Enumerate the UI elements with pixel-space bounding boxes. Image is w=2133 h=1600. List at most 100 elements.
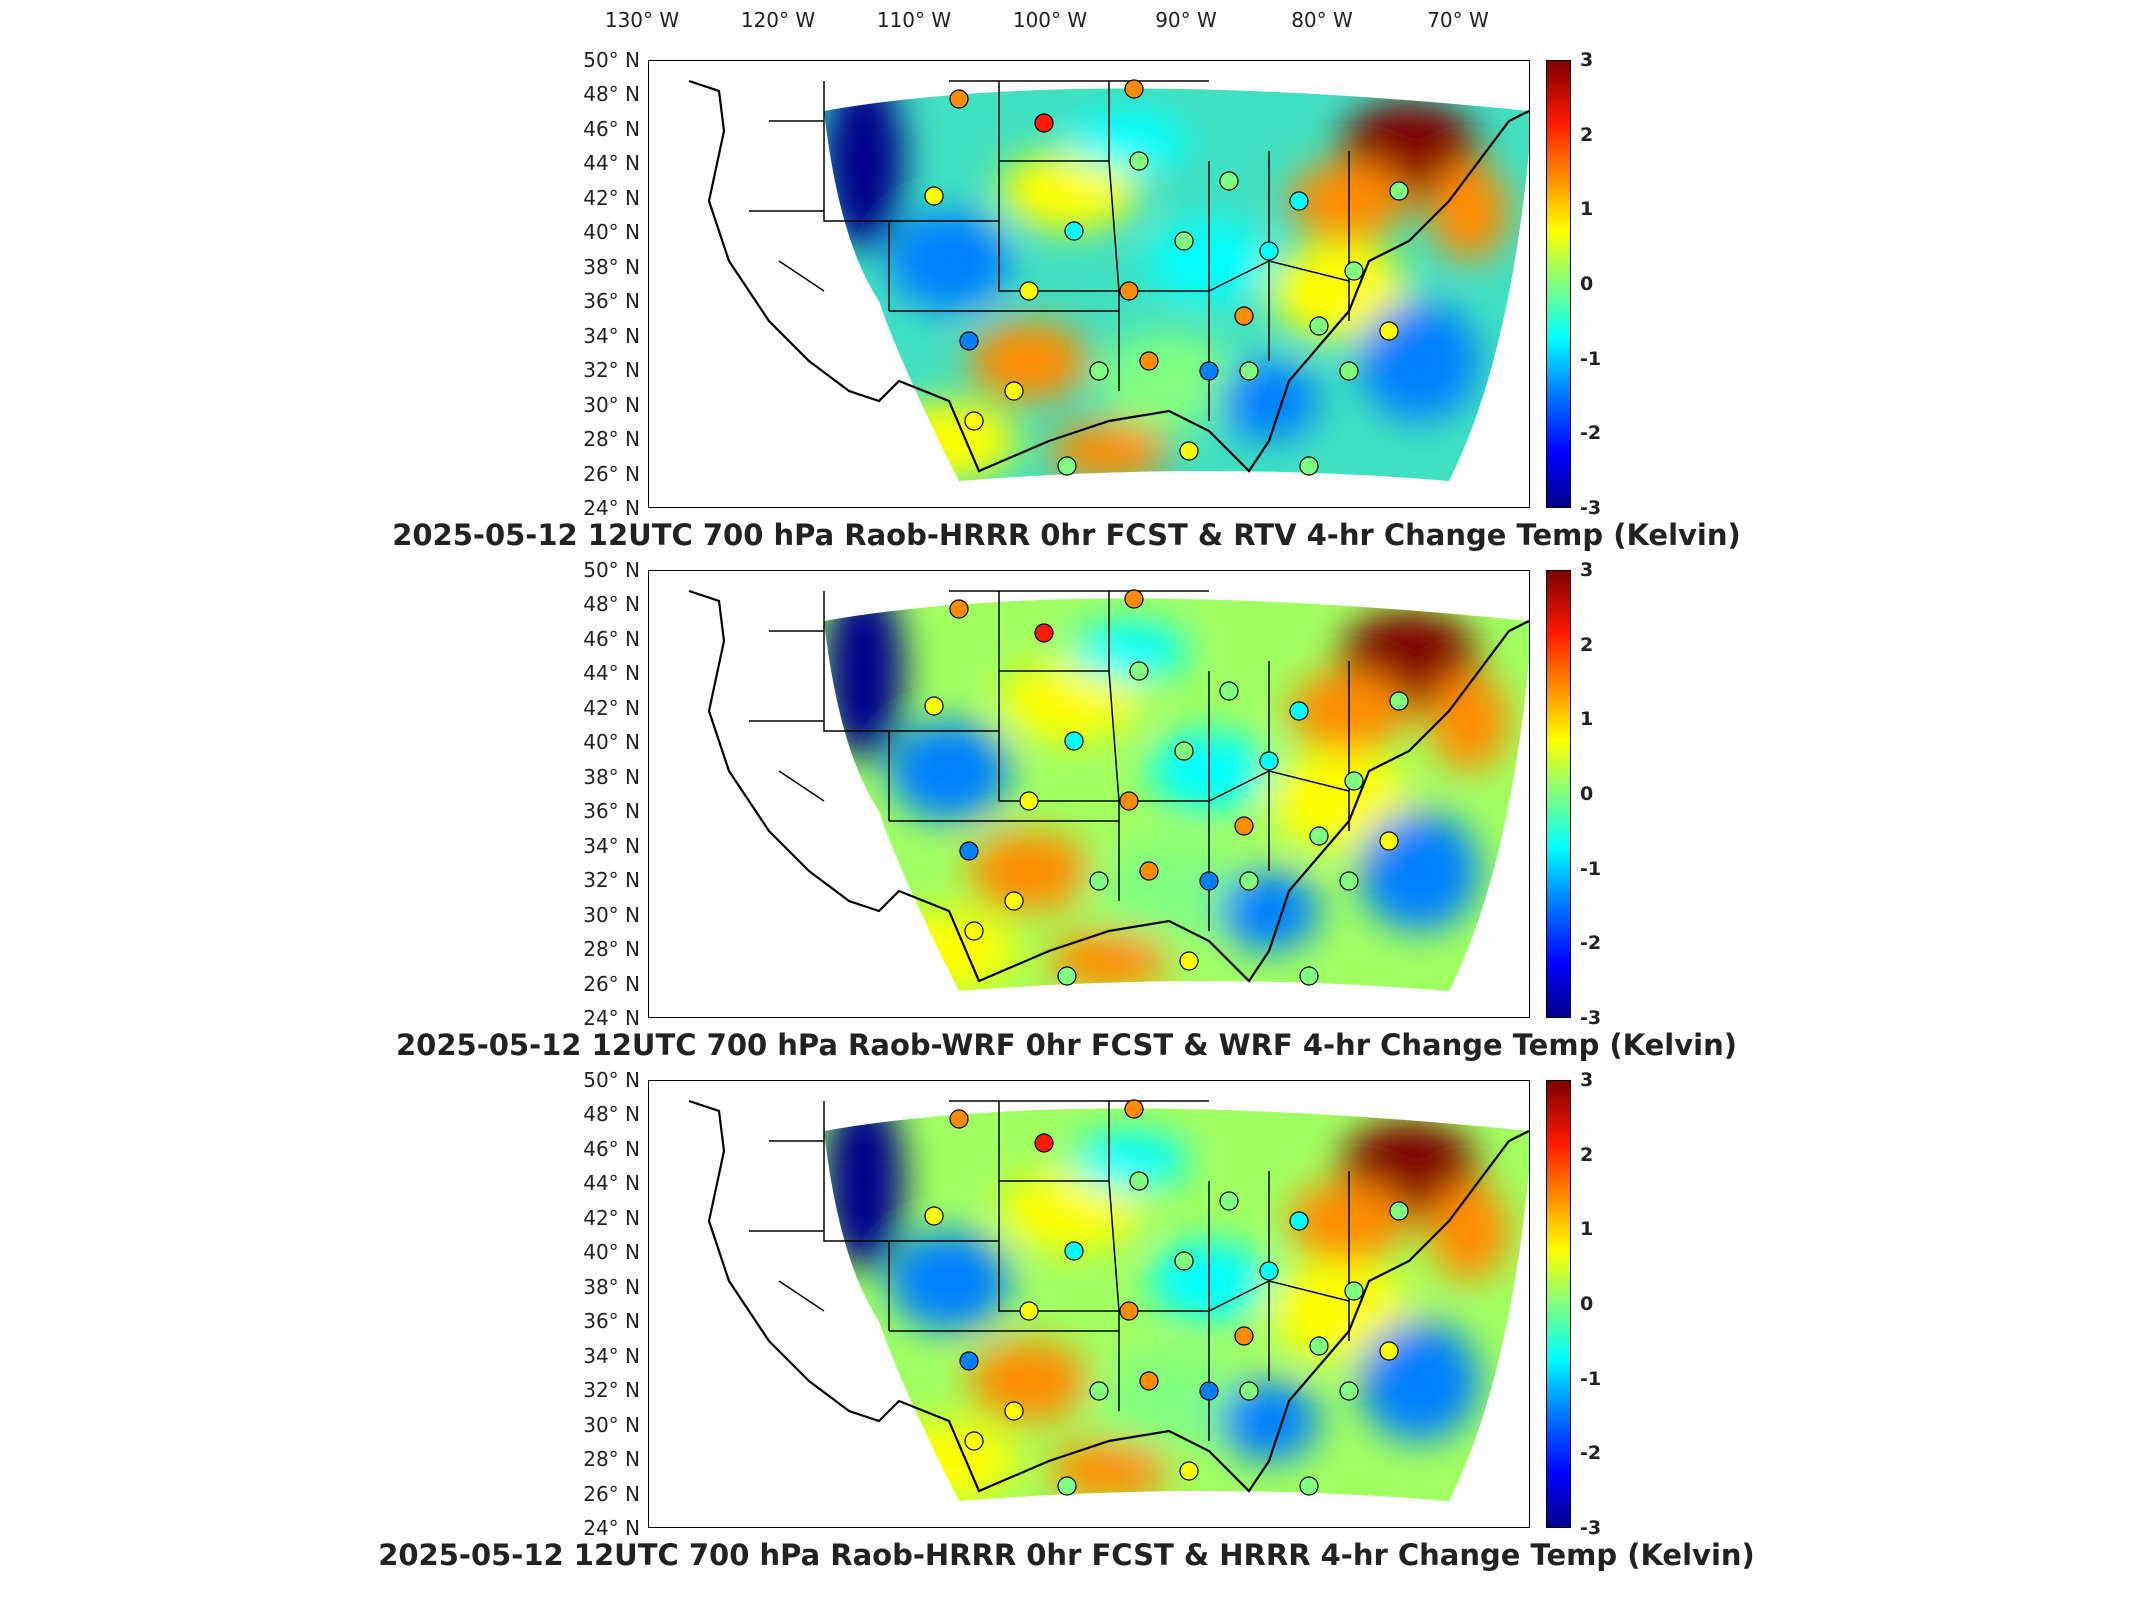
- temperature-field: [824, 598, 1529, 991]
- raob-station-marker: [964, 921, 984, 941]
- raob-station-marker: [949, 89, 969, 109]
- temperature-field: [824, 88, 1529, 481]
- raob-station-marker: [1174, 231, 1194, 251]
- raob-station-marker: [1379, 1341, 1399, 1361]
- raob-station-marker: [1174, 741, 1194, 761]
- raob-station-marker: [1004, 1401, 1024, 1421]
- raob-station-marker: [964, 411, 984, 431]
- raob-station-marker: [1234, 1326, 1254, 1346]
- raob-station-marker: [1339, 361, 1359, 381]
- raob-station-marker: [1344, 771, 1364, 791]
- lat-label: 24° N: [583, 496, 640, 520]
- lat-label: 46° N: [583, 116, 640, 141]
- lat-label: 50° N: [583, 1068, 640, 1092]
- colorbar-tick-label: 3: [1580, 1069, 1594, 1091]
- raob-station-marker: [1089, 871, 1109, 891]
- colorbar-tick-label: -2: [1580, 422, 1602, 445]
- state-boundary: [823, 81, 890, 311]
- lat-label: 30° N: [583, 392, 640, 417]
- raob-station-marker: [1239, 1381, 1259, 1401]
- raob-station-marker: [1129, 151, 1149, 171]
- lat-label: 26° N: [583, 971, 640, 996]
- lat-label: 30° N: [583, 1412, 640, 1437]
- map-panel-2: 50° N 48° N 46° N 44° N 42° N 40° N 38° N 36° N…: [0, 558, 2133, 1070]
- colorbar-tick-label: -1: [1580, 857, 1602, 880]
- lon-label: 70° W: [1427, 8, 1489, 32]
- raob-station-marker: [1124, 589, 1144, 609]
- state-boundary: [889, 220, 1119, 292]
- raob-station-marker: [1309, 1336, 1329, 1356]
- colorbar-tick-label: 1: [1580, 198, 1594, 221]
- raob-station-marker: [1139, 861, 1159, 881]
- state-boundary: [823, 591, 890, 821]
- raob-station-marker: [1179, 441, 1199, 461]
- raob-station-marker: [1299, 966, 1319, 986]
- panel-title: 2025-05-12 12UTC 700 hPa Raob-WRF 0hr FC…: [395, 1028, 1737, 1062]
- lat-label: 50° N: [583, 558, 640, 582]
- raob-station-marker: [1379, 321, 1399, 341]
- lat-label: 38° N: [583, 254, 640, 279]
- raob-station-marker: [1064, 1241, 1084, 1261]
- lat-label: 44° N: [583, 151, 640, 176]
- raob-station-marker: [959, 331, 979, 351]
- raob-station-marker: [924, 186, 944, 206]
- lat-label: 28° N: [583, 1447, 640, 1472]
- temperature-map: [648, 1080, 1530, 1528]
- colorbar-tick-label: 0: [1580, 273, 1594, 295]
- lat-label: 44° N: [583, 661, 640, 686]
- raob-station-marker: [1339, 1381, 1359, 1401]
- raob-station-marker: [1289, 191, 1309, 211]
- lon-label: 80° W: [1291, 8, 1353, 32]
- raob-station-marker: [1129, 1171, 1149, 1191]
- raob-station-marker: [1089, 361, 1109, 381]
- colorbar-tick-label: 2: [1580, 633, 1594, 656]
- raob-station-marker: [1339, 871, 1359, 891]
- colorbar-tick-label: -2: [1580, 1442, 1602, 1465]
- raob-station-marker: [1219, 171, 1239, 191]
- raob-station-marker: [1119, 791, 1139, 811]
- state-boundary: [1119, 260, 1350, 292]
- raob-station-marker: [1234, 306, 1254, 326]
- state-boundary: [1119, 770, 1350, 802]
- lon-label: 90° W: [1155, 8, 1217, 32]
- colorbar: [1546, 570, 1571, 1018]
- raob-station-marker: [1309, 826, 1329, 846]
- state-boundary: [823, 1101, 890, 1331]
- lat-label: 38° N: [583, 1274, 640, 1299]
- lat-label: 34° N: [583, 833, 640, 858]
- raob-station-marker: [1139, 351, 1159, 371]
- lat-label: 32° N: [583, 1378, 640, 1403]
- raob-station-marker: [1119, 281, 1139, 301]
- raob-station-marker: [1199, 1381, 1219, 1401]
- colorbar: [1546, 60, 1571, 508]
- colorbar-tick-label: -3: [1580, 1007, 1602, 1029]
- lat-label: 36° N: [583, 289, 640, 314]
- lon-label: 130° W: [604, 8, 680, 32]
- raob-station-marker: [949, 599, 969, 619]
- raob-station-marker: [1057, 456, 1077, 476]
- panel-title: 2025-05-12 12UTC 700 hPa Raob-HRRR 0hr F…: [392, 518, 1741, 552]
- coastline: [688, 79, 1529, 473]
- lon-label: 110° W: [876, 8, 952, 32]
- lat-label: 38° N: [583, 764, 640, 789]
- raob-station-marker: [1034, 623, 1054, 643]
- raob-station-marker: [1004, 381, 1024, 401]
- raob-station-marker: [1259, 751, 1279, 771]
- lat-label: 28° N: [583, 937, 640, 962]
- raob-station-marker: [1119, 1301, 1139, 1321]
- raob-station-marker: [1057, 966, 1077, 986]
- raob-station-marker: [959, 841, 979, 861]
- raob-station-marker: [1064, 221, 1084, 241]
- raob-station-marker: [1129, 661, 1149, 681]
- coastline: [688, 589, 1529, 983]
- raob-station-marker: [964, 1431, 984, 1451]
- raob-station-marker: [1057, 1476, 1077, 1496]
- raob-station-marker: [1034, 113, 1054, 133]
- raob-station-marker: [1234, 816, 1254, 836]
- temperature-map: [648, 570, 1530, 1018]
- raob-station-marker: [1379, 831, 1399, 851]
- raob-station-marker: [1344, 1281, 1364, 1301]
- map-panel-1: 50° N 48° N 46° N 44° N 42° N 40° N 38° N 36° N…: [0, 48, 2133, 560]
- lat-label: 28° N: [583, 427, 640, 452]
- state-boundary: [778, 260, 825, 292]
